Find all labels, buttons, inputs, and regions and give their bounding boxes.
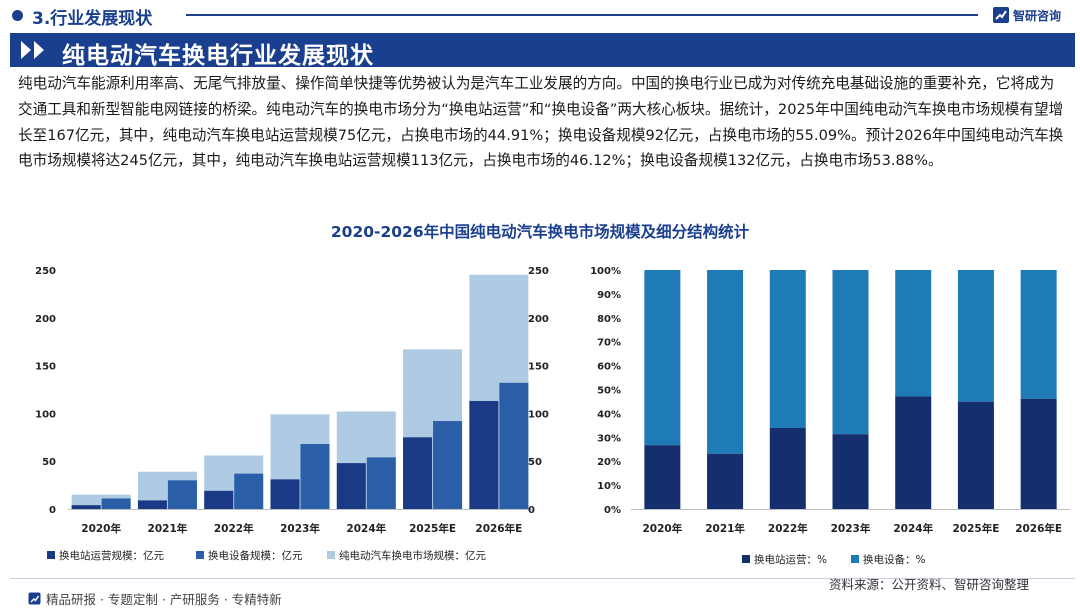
left-x-label: 2021年 (148, 522, 188, 535)
left-y2-tick: 150 (528, 362, 549, 373)
left-x-label: 2024年 (346, 522, 386, 535)
left-y2-tick: 50 (528, 457, 542, 468)
legend-swatch-right-1 (851, 555, 859, 563)
section-header: 3.行业发展现状 智研咨询 (0, 0, 1080, 30)
left-y-tick: 0 (49, 505, 56, 516)
right-y-tick: 60% (597, 362, 621, 373)
right-y-tick: 50% (597, 386, 621, 397)
double-chevron-icon (21, 41, 44, 59)
left-y-tick: 50 (42, 457, 56, 468)
bar-operation-2 (204, 490, 234, 509)
left-y-tick: 150 (35, 362, 56, 373)
left-x-label: 2026年E (475, 522, 522, 535)
left-x-label: 2020年 (81, 522, 121, 535)
right-x-label: 2023年 (831, 522, 871, 535)
bar-pct-equipment-6 (1020, 270, 1057, 399)
left-x-label: 2022年 (214, 522, 254, 535)
bar-equipment-5 (433, 421, 463, 509)
footer-tagline-text: 精品研报 · 专题定制 · 产研服务 · 专精特新 (46, 592, 282, 607)
bar-equipment-2 (234, 473, 264, 509)
right-y-tick: 70% (597, 338, 621, 349)
legend-swatch-left-1 (196, 551, 204, 559)
footer-divider (10, 578, 1075, 579)
left-y-tick: 200 (35, 314, 56, 325)
brand-small-icon (28, 592, 41, 605)
legend-label-right-0: 换电站运营：% (754, 553, 827, 566)
intro-paragraph: 纯电动汽车能源利用率高、无尾气排放量、操作简单快捷等优势被认为是汽车工业发展的方… (18, 75, 1064, 170)
right-y-tick: 100% (590, 266, 621, 277)
right-y-tick: 10% (597, 481, 621, 492)
bar-operation-4 (336, 463, 366, 509)
legend-swatch-left-2 (327, 551, 335, 559)
footer-tagline: 精品研报 · 专题定制 · 产研服务 · 专精特新 (28, 589, 282, 608)
bar-operation-6 (469, 400, 499, 509)
right-y-tick: 90% (597, 290, 621, 301)
bar-operation-0 (71, 505, 101, 509)
page-title: 纯电动汽车换电行业发展现状 (62, 43, 374, 69)
left-y2-tick: 0 (528, 505, 535, 516)
legend-label-right-1: 换电设备：% (863, 553, 925, 566)
legend-label-left-1: 换电设备规模：亿元 (208, 549, 303, 562)
bar-pct-equipment-3 (832, 270, 869, 435)
legend-swatch-left-0 (47, 551, 55, 559)
bar-equipment-6 (499, 382, 529, 509)
left-y-tick: 100 (35, 409, 56, 420)
brand-icon (993, 7, 1009, 23)
bar-pct-equipment-0 (644, 270, 681, 446)
bar-operation-3 (270, 479, 300, 509)
source-note: 资料来源：公开资料、智研咨询整理 (829, 577, 1030, 592)
right-x-label: 2022年 (768, 522, 808, 535)
bar-equipment-1 (167, 480, 197, 509)
left-y-tick: 250 (35, 266, 56, 277)
brand-logo: 智研咨询 (992, 5, 1061, 25)
left-y2-tick: 250 (528, 266, 549, 277)
bar-pct-equipment-5 (957, 270, 994, 402)
right-y-tick: 40% (597, 409, 621, 420)
right-y-tick: 20% (597, 457, 621, 468)
right-x-label: 2025年E (952, 522, 999, 535)
bar-pct-operation-1 (707, 453, 744, 509)
bar-pct-operation-6 (1020, 398, 1057, 509)
right-x-label: 2024年 (893, 522, 933, 535)
bar-pct-equipment-1 (707, 270, 744, 454)
bar-pct-operation-4 (895, 396, 932, 509)
right-y-tick: 80% (597, 314, 621, 325)
bar-pct-operation-0 (644, 445, 681, 509)
bar-equipment-3 (300, 443, 330, 509)
left-y2-tick: 200 (528, 314, 549, 325)
bar-operation-5 (403, 437, 433, 509)
bar-pct-equipment-2 (769, 270, 806, 428)
left-x-label: 2023年 (280, 522, 320, 535)
legend-swatch-right-0 (742, 555, 750, 563)
right-x-label: 2026年E (1015, 522, 1062, 535)
bar-operation-1 (137, 500, 167, 509)
right-x-label: 2020年 (642, 522, 682, 535)
legend-label-left-2: 纯电动汽车换电市场规模：亿元 (339, 549, 486, 562)
chart-title: 2020-2026年中国纯电动汽车换电市场规模及细分结构统计 (330, 223, 750, 241)
bar-equipment-4 (366, 457, 396, 509)
section-divider (186, 14, 978, 16)
section-title: 3.行业发展现状 (32, 9, 153, 29)
bar-pct-operation-3 (832, 434, 869, 509)
brand-name: 智研咨询 (1013, 8, 1062, 23)
right-y-tick: 30% (597, 433, 621, 444)
right-x-label: 2021年 (705, 522, 745, 535)
section-bullet (12, 10, 23, 21)
bar-equipment-0 (101, 498, 131, 509)
bar-pct-operation-2 (769, 427, 806, 509)
bar-pct-operation-5 (957, 401, 994, 509)
legend-label-left-0: 换电站运营规模：亿元 (59, 549, 164, 562)
left-y2-tick: 100 (528, 409, 549, 420)
left-x-label: 2025年E (409, 522, 456, 535)
bar-pct-equipment-4 (895, 270, 932, 397)
title-banner: 纯电动汽车换电行业发展现状 (10, 33, 1075, 69)
right-y-tick: 0% (604, 505, 621, 516)
